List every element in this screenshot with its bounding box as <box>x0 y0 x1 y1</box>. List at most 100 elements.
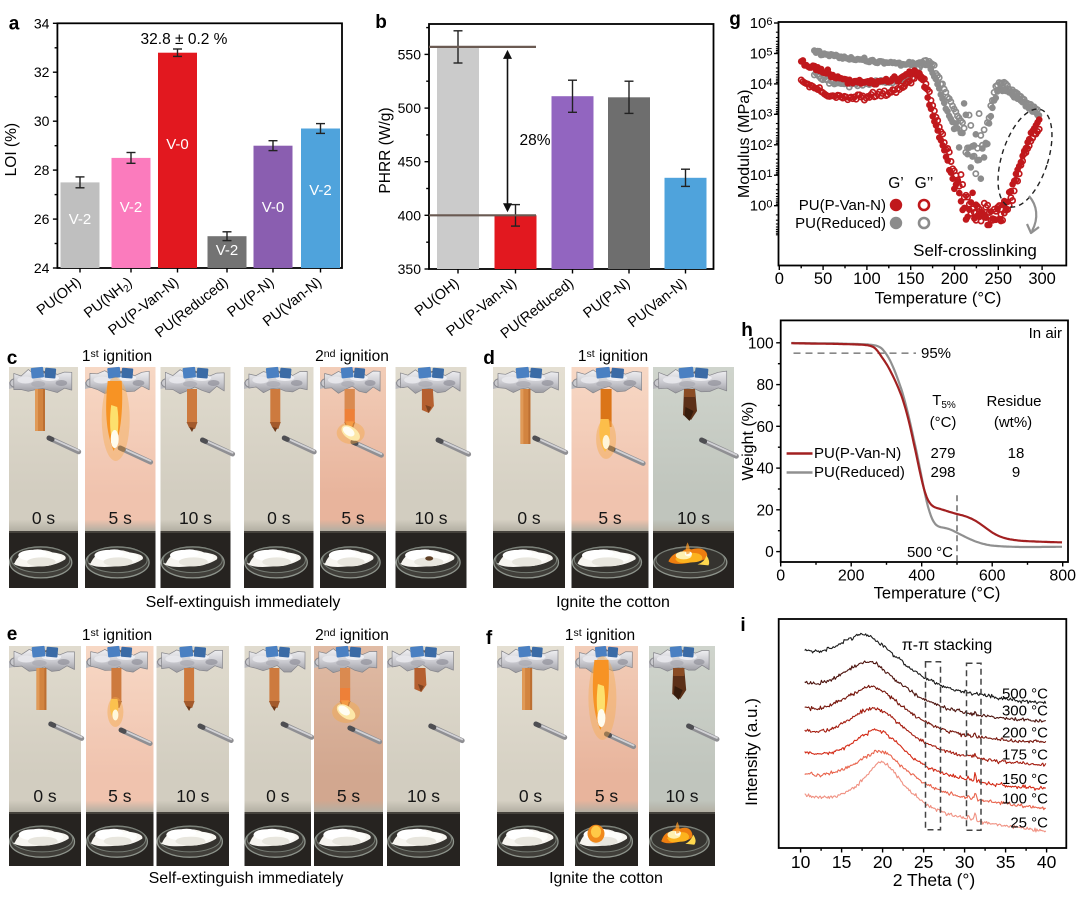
svg-text:9: 9 <box>1012 464 1020 481</box>
svg-text:20: 20 <box>756 502 774 519</box>
svg-text:π-π stacking: π-π stacking <box>902 637 993 654</box>
svg-text:500: 500 <box>398 100 422 116</box>
svg-text:34: 34 <box>34 15 50 31</box>
svg-text:300: 300 <box>1028 270 1056 288</box>
svg-text:450: 450 <box>398 154 422 170</box>
svg-text:104: 104 <box>750 76 773 93</box>
svg-text:400: 400 <box>398 207 422 223</box>
svg-text:60: 60 <box>756 419 774 436</box>
svg-text:0 s: 0 s <box>32 508 56 528</box>
svg-text:5 s: 5 s <box>337 786 361 806</box>
svg-text:0 s: 0 s <box>33 786 57 806</box>
svg-text:10 s: 10 s <box>407 786 440 806</box>
svg-text:G’: G’ <box>888 175 904 192</box>
svg-text:1st ignition: 1st ignition <box>82 627 152 644</box>
svg-text:PU(Van-N): PU(Van-N) <box>625 276 690 332</box>
svg-text:PU(Reduced): PU(Reduced) <box>814 464 905 481</box>
svg-text:V-2: V-2 <box>120 199 143 216</box>
svg-text:2 Theta (°): 2 Theta (°) <box>893 870 976 890</box>
svg-text:d: d <box>483 348 495 369</box>
svg-text:V-2: V-2 <box>216 242 239 259</box>
svg-text:40: 40 <box>1037 852 1057 872</box>
svg-text:20: 20 <box>873 852 893 872</box>
svg-text:g: g <box>729 9 741 30</box>
svg-text:200: 200 <box>941 270 969 288</box>
svg-text:0 s: 0 s <box>266 786 290 806</box>
svg-text:103: 103 <box>750 106 773 123</box>
svg-text:200 °C: 200 °C <box>1002 725 1048 742</box>
svg-text:298: 298 <box>930 464 955 481</box>
svg-text:35: 35 <box>996 852 1015 872</box>
svg-text:Temperature (°C): Temperature (°C) <box>874 585 1001 603</box>
svg-text:150: 150 <box>897 270 925 288</box>
svg-text:PU(P-Van-N): PU(P-Van-N) <box>814 445 901 462</box>
svg-text:Weight (%): Weight (%) <box>740 402 757 481</box>
svg-text:(wt%): (wt%) <box>994 414 1032 431</box>
svg-text:1st ignition: 1st ignition <box>578 348 648 365</box>
svg-text:b: b <box>375 12 387 33</box>
svg-text:Ignite the cotton: Ignite the cotton <box>556 594 670 611</box>
svg-text:Self-extinguish immediately: Self-extinguish immediately <box>149 870 344 887</box>
svg-text:V-0: V-0 <box>166 136 189 153</box>
svg-text:101: 101 <box>750 167 773 184</box>
svg-text:32.8 ± 0.2 %: 32.8 ± 0.2 % <box>141 31 228 48</box>
svg-text:30: 30 <box>955 852 975 872</box>
svg-text:25 °C: 25 °C <box>1010 815 1048 832</box>
svg-text:5 s: 5 s <box>598 508 622 528</box>
svg-text:V-2: V-2 <box>69 211 92 228</box>
svg-text:0: 0 <box>765 544 774 561</box>
svg-text:0 s: 0 s <box>519 786 543 806</box>
svg-text:PU(OH): PU(OH) <box>34 275 84 319</box>
svg-text:0 s: 0 s <box>267 508 291 528</box>
svg-text:175 °C: 175 °C <box>1002 747 1048 764</box>
svg-text:10 s: 10 s <box>179 508 212 528</box>
svg-text:PU(P-Van-N): PU(P-Van-N) <box>799 197 886 214</box>
svg-text:h: h <box>741 320 753 341</box>
svg-text:V-2: V-2 <box>309 182 332 199</box>
svg-text:1st ignition: 1st ignition <box>82 348 152 365</box>
svg-text:T5%: T5% <box>932 392 956 411</box>
svg-text:10 s: 10 s <box>677 508 710 528</box>
svg-text:500 °C: 500 °C <box>907 544 953 561</box>
svg-text:32: 32 <box>34 64 50 80</box>
svg-text:In air: In air <box>1029 325 1062 342</box>
svg-text:PU(OH): PU(OH) <box>412 276 462 320</box>
svg-text:PHRR (W/g): PHRR (W/g) <box>377 107 394 193</box>
svg-text:5 s: 5 s <box>109 508 133 528</box>
svg-text:V-0: V-0 <box>262 199 285 216</box>
svg-text:600: 600 <box>979 568 1006 585</box>
svg-text:15: 15 <box>832 852 851 872</box>
svg-text:28: 28 <box>34 162 50 178</box>
svg-text:0: 0 <box>776 568 785 585</box>
svg-text:Self-crosslinking: Self-crosslinking <box>913 241 1037 260</box>
svg-text:106: 106 <box>750 15 773 32</box>
svg-text:Temperature (°C): Temperature (°C) <box>875 290 1002 308</box>
svg-text:30: 30 <box>34 113 50 129</box>
svg-text:18: 18 <box>1008 445 1025 462</box>
svg-text:10 s: 10 s <box>665 786 698 806</box>
svg-text:1st ignition: 1st ignition <box>565 627 635 644</box>
svg-text:a: a <box>9 14 20 35</box>
svg-text:150 °C: 150 °C <box>1002 771 1048 788</box>
svg-text:100 °C: 100 °C <box>1002 791 1048 808</box>
svg-text:200: 200 <box>838 568 865 585</box>
svg-text:550: 550 <box>398 46 422 62</box>
svg-text:800: 800 <box>1049 568 1076 585</box>
svg-text:Modulus (MPa): Modulus (MPa) <box>736 90 753 198</box>
svg-text:Residue: Residue <box>986 393 1041 410</box>
svg-text:10 s: 10 s <box>414 508 447 528</box>
svg-text:G’’: G’’ <box>915 175 934 192</box>
svg-text:80: 80 <box>756 377 774 394</box>
svg-text:50: 50 <box>814 270 832 288</box>
svg-text:(°C): (°C) <box>930 414 957 431</box>
svg-text:5 s: 5 s <box>108 786 132 806</box>
svg-text:250: 250 <box>985 270 1013 288</box>
svg-text:i: i <box>740 615 745 636</box>
svg-text:400: 400 <box>908 568 935 585</box>
svg-text:PU(P-N): PU(P-N) <box>580 276 633 322</box>
svg-text:26: 26 <box>34 211 50 227</box>
svg-text:100: 100 <box>853 270 881 288</box>
svg-text:100: 100 <box>750 198 773 215</box>
svg-text:0: 0 <box>775 270 784 288</box>
svg-text:Self-extinguish immediately: Self-extinguish immediately <box>146 594 341 611</box>
